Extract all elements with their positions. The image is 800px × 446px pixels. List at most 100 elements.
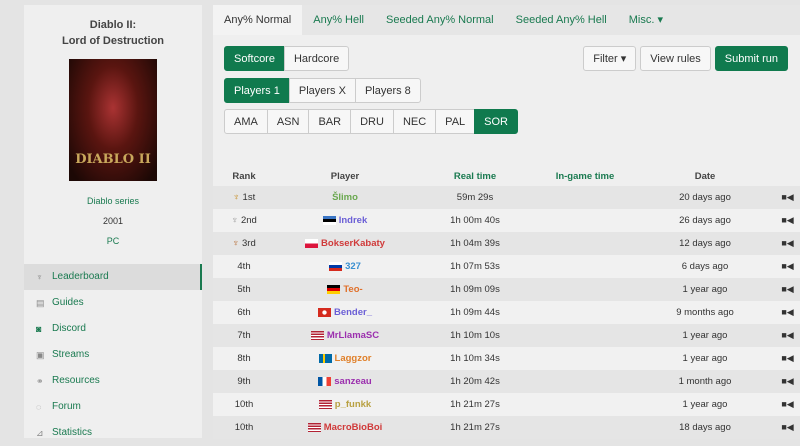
player-link[interactable]: 327	[345, 261, 361, 272]
table-row[interactable]: ♆ 1st Šlimo 59m 29s 20 days ago ■◀	[213, 186, 800, 209]
table-row[interactable]: 7th MrLlamaSC 1h 10m 10s 1 year ago ■◀	[213, 324, 800, 347]
video-camera-icon[interactable]: ■◀	[781, 399, 794, 409]
nav-item-leaderboard[interactable]: ♆ Leaderboard	[24, 264, 202, 290]
igt-header[interactable]: In-game time	[555, 170, 615, 182]
video-cell: ■◀	[775, 232, 800, 255]
rank: 4th	[237, 261, 251, 272]
view-rules-button[interactable]: View rules	[640, 46, 711, 71]
game-nav: ♆ Leaderboard ▤ Guides ◙ Discord ▣ Streams ⚭ Reso…	[24, 264, 202, 446]
player-link[interactable]: MrLlamaSC	[326, 330, 380, 341]
table-row[interactable]: 4th 327 1h 07m 53s 6 days ago ■◀	[213, 255, 800, 278]
player-link[interactable]: sanzeau	[334, 376, 372, 387]
trophy-icon: ♆	[231, 215, 239, 226]
tab-4[interactable]: Misc. ▾	[628, 14, 663, 26]
table-row[interactable]: 9th sanzeau 1h 20m 42s 1 month ago ■◀	[213, 370, 800, 393]
title-line-2: Lord of Destruction	[61, 35, 165, 47]
rank: 2nd	[240, 215, 257, 226]
nav-item-discord[interactable]: ◙ Discord	[24, 316, 202, 342]
table-row[interactable]: 6th Bender_ 1h 09m 44s 9 months ago ■◀	[213, 301, 800, 324]
tab-2[interactable]: Seeded Any% Normal	[386, 14, 494, 26]
filter-button[interactable]: Filter ▾	[583, 46, 637, 71]
modes-option[interactable]: Softcore	[224, 46, 285, 71]
video-camera-icon[interactable]: ■◀	[781, 284, 794, 294]
player-link[interactable]: Laggzor	[334, 353, 372, 364]
real-time: 1h 09m 44s	[415, 301, 535, 324]
tab-0[interactable]: Any% Normal	[213, 5, 303, 35]
player-cell: Šlimo	[275, 186, 415, 209]
flag-ch-icon	[317, 307, 331, 317]
table-row[interactable]: 8th Laggzor 1h 10m 34s 1 year ago ■◀	[213, 347, 800, 370]
video-camera-icon[interactable]: ■◀	[781, 192, 794, 202]
player-link[interactable]: Teo-	[343, 284, 363, 295]
video-camera-icon[interactable]: ■◀	[781, 330, 794, 340]
classes-option[interactable]: SOR	[474, 109, 518, 134]
real-time: 1h 04m 39s	[415, 232, 535, 255]
classes-option[interactable]: DRU	[350, 109, 394, 134]
nav-item-guides[interactable]: ▤ Guides	[24, 290, 202, 316]
player-cell: Indrek	[275, 209, 415, 232]
players-option[interactable]: Players 8	[354, 78, 421, 103]
player-link[interactable]: p_funkk	[334, 399, 372, 410]
rank: 9th	[237, 376, 251, 387]
nav-item-statistics[interactable]: ⊿ Statistics	[24, 420, 202, 446]
player-link[interactable]: BokserKabaty	[321, 238, 385, 249]
igt	[535, 416, 635, 439]
classes-option[interactable]: PAL	[435, 109, 476, 134]
date-header: Date	[694, 170, 716, 182]
table-row[interactable]: 10th MacroBioBoi 1h 21m 27s 18 days ago …	[213, 416, 800, 439]
classes-option[interactable]: NEC	[392, 109, 437, 134]
discord-icon: ◙	[36, 324, 42, 334]
table-row[interactable]: 5th Teo- 1h 09m 09s 1 year ago ■◀	[213, 278, 800, 301]
main-panel: Any% Normal Any% Hell Seeded Any% Normal Se…	[213, 5, 800, 439]
table-row[interactable]: 10th p_funkk 1h 21m 27s 1 year ago ■◀	[213, 393, 800, 416]
tab-3[interactable]: Seeded Any% Hell	[515, 14, 607, 26]
real-time: 1h 21m 27s	[415, 416, 535, 439]
rank-cell: 10th	[213, 416, 275, 439]
video-camera-icon[interactable]: ■◀	[781, 261, 794, 271]
video-camera-icon[interactable]: ■◀	[781, 422, 794, 432]
video-camera-icon[interactable]: ■◀	[781, 215, 794, 225]
release-year: 2001	[102, 216, 124, 226]
video-cell: ■◀	[775, 278, 800, 301]
modes-option[interactable]: Hardcore	[283, 46, 350, 71]
date: 1 year ago	[635, 278, 775, 301]
chat-icon: ◌	[36, 402, 42, 412]
rank-cell: 5th	[213, 278, 275, 301]
rank-cell: 7th	[213, 324, 275, 347]
classes-option[interactable]: AMA	[224, 109, 268, 134]
real-time-header[interactable]: Real time	[453, 170, 497, 182]
nav-item-streams[interactable]: ▣ Streams	[24, 342, 202, 368]
video-camera-icon[interactable]: ■◀	[781, 307, 794, 317]
date: 26 days ago	[635, 209, 775, 232]
nav-label: Resources	[52, 375, 100, 386]
rank-cell: 9th	[213, 370, 275, 393]
classes-option[interactable]: ASN	[266, 109, 310, 134]
leaderboard-table: Rank Player Real time In-game time Date …	[213, 166, 800, 439]
video-camera-icon[interactable]: ■◀	[781, 376, 794, 386]
player-link[interactable]: Indrek	[338, 215, 368, 226]
player-link[interactable]: Bender_	[333, 307, 372, 318]
series-link[interactable]: Diablo series	[86, 196, 140, 206]
platform-link[interactable]: PC	[106, 236, 120, 246]
players-option[interactable]: Players 1	[224, 78, 290, 103]
date: 1 year ago	[635, 324, 775, 347]
video-camera-icon[interactable]: ■◀	[781, 238, 794, 248]
igt	[535, 255, 635, 278]
table-row[interactable]: ♆ 3rd BokserKabaty 1h 04m 39s 12 days ag…	[213, 232, 800, 255]
rank-cell: ♆ 1st	[213, 186, 275, 209]
real-time: 1h 00m 40s	[415, 209, 535, 232]
player-link[interactable]: Šlimo	[332, 192, 358, 203]
table-row[interactable]: ♆ 2nd Indrek 1h 00m 40s 26 days ago ■◀	[213, 209, 800, 232]
category-tabs: Any% Normal Any% Hell Seeded Any% Normal Se…	[213, 5, 800, 35]
classes-option[interactable]: BAR	[308, 109, 352, 134]
players-option[interactable]: Players X	[288, 78, 356, 103]
nav-item-resources[interactable]: ⚭ Resources	[24, 368, 202, 394]
submit-run-button[interactable]: Submit run	[714, 46, 788, 71]
nav-item-forum[interactable]: ◌ Forum	[24, 394, 202, 420]
video-camera-icon[interactable]: ■◀	[781, 353, 794, 363]
flag-ru-icon	[329, 261, 343, 271]
player-link[interactable]: MacroBioBoi	[323, 422, 383, 433]
tab-1[interactable]: Any% Hell	[313, 14, 364, 26]
player-cell: p_funkk	[275, 393, 415, 416]
players-group: Players 1 Players X Players 8	[224, 78, 421, 103]
